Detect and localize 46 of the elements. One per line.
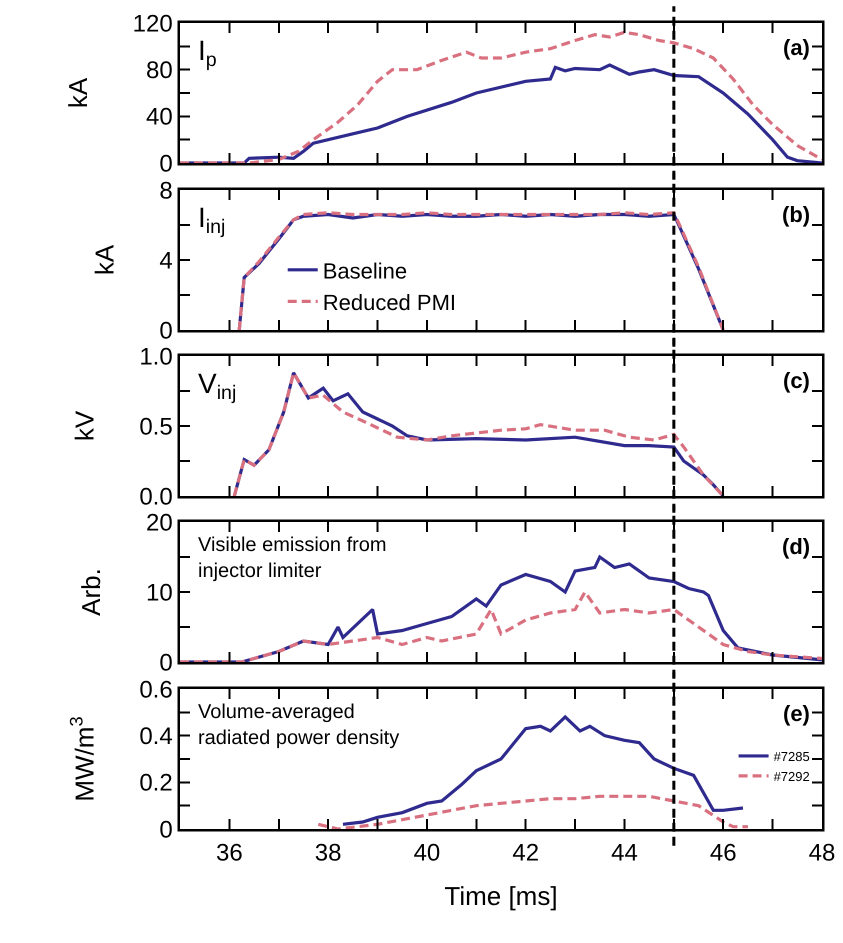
line-series <box>180 590 822 662</box>
legend-label: Baseline <box>322 258 408 284</box>
y-tick-label: 0.0 <box>139 483 173 510</box>
x-tick-label: 38 <box>314 839 342 866</box>
y-axis-title: kA <box>89 244 120 276</box>
y-tick-label: 40 <box>146 104 173 131</box>
y-tick-label: 8 <box>159 177 173 204</box>
x-tick-label: 46 <box>710 839 737 866</box>
y-tick-label: 0.6 <box>139 676 173 704</box>
y-tick-label: 0.2 <box>139 770 173 797</box>
y-tick-label: 0 <box>159 317 173 344</box>
y-tick-label: 0 <box>159 816 173 844</box>
y-tick-label: 0.5 <box>139 413 173 440</box>
y-tick-label: 0 <box>159 649 173 676</box>
legend-label: #7292 <box>774 768 810 784</box>
y-axis-title: kA <box>62 77 93 108</box>
x-tick-label: 42 <box>512 839 540 866</box>
annotation: Volume-averaged radiated power density <box>198 701 400 749</box>
y-axis-title: Arb. <box>76 568 106 616</box>
annotation: (c) <box>783 368 810 393</box>
legend-label: #7285 <box>774 749 810 764</box>
annotation: I$_{inj}$ <box>198 202 226 238</box>
legend-label: Reduced PMI <box>322 290 456 315</box>
y-tick-label: 1.0 <box>139 343 173 370</box>
line-series <box>180 30 822 163</box>
annotation: (a) <box>783 35 810 60</box>
x-tick-label: 48 <box>808 839 836 866</box>
y-tick-label: 80 <box>146 57 173 84</box>
y-tick-label: 0 <box>159 150 173 178</box>
annotation: (b) <box>782 202 810 227</box>
line-series <box>316 794 750 829</box>
y-tick-label: 10 <box>146 579 173 606</box>
annotation: Visible emission from injector limiter <box>198 534 387 582</box>
x-tick-label: 44 <box>611 839 638 866</box>
annotation: I$_{p}$ <box>198 35 217 71</box>
x-tick-label: 36 <box>216 839 243 866</box>
y-tick-label: 20 <box>146 509 173 536</box>
annotation: (d) <box>782 534 810 559</box>
annotation: V$_{inj}$ <box>198 368 236 404</box>
y-tick-label: 120 <box>132 10 173 38</box>
annotation: (e) <box>783 701 810 726</box>
x-axis-title: Time [ms] <box>444 881 558 912</box>
y-axis-title: kV <box>69 410 100 442</box>
y-tick-label: 4 <box>159 247 173 274</box>
x-tick-label: 40 <box>414 839 440 866</box>
y-tick-label: 0.4 <box>139 723 173 750</box>
